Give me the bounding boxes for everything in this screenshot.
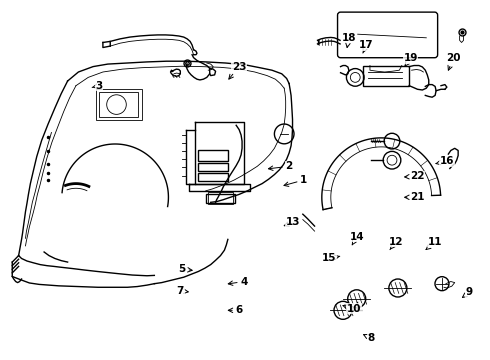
Text: 5: 5 <box>179 264 192 274</box>
Bar <box>96 89 142 120</box>
Text: 6: 6 <box>228 305 243 315</box>
Text: 21: 21 <box>405 192 425 202</box>
Text: 8: 8 <box>364 333 375 343</box>
Text: 14: 14 <box>349 232 364 245</box>
Text: 17: 17 <box>359 40 374 53</box>
Text: 9: 9 <box>463 287 473 297</box>
Bar <box>198 173 228 181</box>
Text: 23: 23 <box>229 62 246 79</box>
Text: 2: 2 <box>269 161 293 171</box>
Bar <box>206 194 235 203</box>
Text: 22: 22 <box>405 171 425 181</box>
Text: 19: 19 <box>403 53 418 66</box>
Text: 3: 3 <box>92 81 102 91</box>
Text: 11: 11 <box>426 237 442 249</box>
Text: 15: 15 <box>322 253 340 264</box>
Bar <box>198 163 228 171</box>
Text: 18: 18 <box>342 33 356 48</box>
Text: 16: 16 <box>436 156 454 166</box>
Bar <box>99 92 138 117</box>
Bar <box>198 150 228 161</box>
Bar <box>363 66 409 86</box>
Text: 10: 10 <box>343 304 361 314</box>
Text: 7: 7 <box>176 286 188 296</box>
Text: 4: 4 <box>228 276 248 287</box>
Text: 20: 20 <box>446 53 461 70</box>
Bar <box>208 192 233 204</box>
Text: 12: 12 <box>389 237 403 249</box>
Text: 1: 1 <box>284 175 307 186</box>
Text: 13: 13 <box>284 217 300 228</box>
